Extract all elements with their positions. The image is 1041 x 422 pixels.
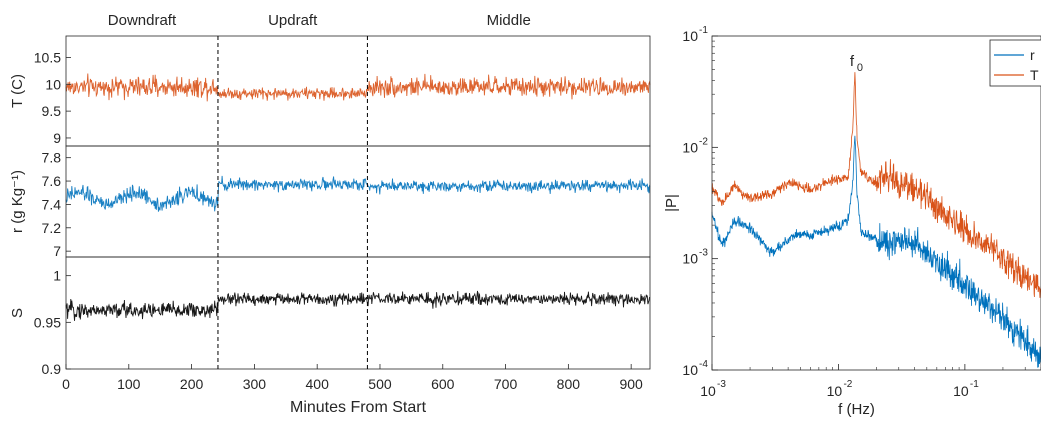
x-axis-label: Minutes From Start <box>290 399 427 416</box>
region-label: Updraft <box>268 12 318 29</box>
x-tick-label: 800 <box>557 376 581 392</box>
series-line-t <box>711 72 1041 298</box>
x-tick-label: 10 <box>953 383 969 399</box>
series-line <box>65 175 651 212</box>
y-tick-label: 10.5 <box>34 49 61 65</box>
y-tick-label: 7.6 <box>42 173 62 189</box>
y-tick-label: 10 <box>45 76 61 92</box>
y-tick-label: 10 <box>682 362 698 378</box>
y-tick-label: 10 <box>682 139 698 155</box>
panel-2: 7 7.2 7.4 7.6 7.8 r (g Kg⁻¹) <box>9 145 651 259</box>
region-label: Middle <box>487 12 531 29</box>
series-line <box>65 290 651 321</box>
x-tick-label: 10 <box>700 383 716 399</box>
x-tick-label: 400 <box>306 376 330 392</box>
y-axis-label: S <box>9 308 26 318</box>
power-spectrum-chart: 10 -410 -310 -210 -110 -3 10 -2 10 -1f (Hz)|P|f 0r… <box>663 25 1041 418</box>
y-tick-label: 7.8 <box>42 150 62 166</box>
y-axis-label: r (g Kg⁻¹) <box>9 170 26 233</box>
y-tick-label: 10 <box>682 28 698 44</box>
peak-annotation-subscript: 0 <box>857 62 863 74</box>
y-axis-label: |P| <box>663 194 680 212</box>
x-tick-exponent: -1 <box>970 379 979 390</box>
y-tick-label: 7.2 <box>42 220 62 236</box>
y-tick-label: 7.4 <box>42 196 62 212</box>
y-tick-label: 0.9 <box>42 361 62 377</box>
y-tick-label: 10 <box>682 251 698 267</box>
x-tick-label: 700 <box>494 376 518 392</box>
x-tick-label: 600 <box>431 376 455 392</box>
legend-label: r <box>1030 47 1035 63</box>
legend-box <box>989 39 1041 87</box>
legend-label: T <box>1030 67 1039 83</box>
y-tick-label: 1 <box>53 268 61 284</box>
x-tick-exponent: -3 <box>717 379 726 390</box>
region-label: Downdraft <box>108 12 177 29</box>
series-line-r <box>711 135 1041 368</box>
panel-3: 0.9 0.95 1 S <box>9 256 651 377</box>
x-tick-exponent: -2 <box>843 379 852 390</box>
y-tick-exponent: -3 <box>699 248 708 259</box>
x-tick-label: 0 <box>62 376 70 392</box>
peak-annotation: f <box>850 53 855 70</box>
x-tick-label: 500 <box>368 376 392 392</box>
legend: rT <box>989 39 1041 87</box>
y-tick-label: 0.95 <box>34 314 61 330</box>
x-axis-label: f (Hz) <box>838 401 875 418</box>
y-tick-exponent: -2 <box>699 136 708 147</box>
x-tick-label: 200 <box>180 376 204 392</box>
series-line <box>65 73 651 102</box>
y-tick-exponent: -4 <box>699 359 708 370</box>
y-axis-label: T (C) <box>9 74 26 108</box>
x-tick-label: 900 <box>619 376 643 392</box>
y-tick-label: 9.5 <box>42 103 62 119</box>
x-tick-label: 10 <box>827 383 843 399</box>
y-tick-exponent: -1 <box>699 25 708 36</box>
x-tick-label: 300 <box>243 376 267 392</box>
x-tick-label: 100 <box>117 376 141 392</box>
y-tick-label: 7 <box>53 243 61 259</box>
axes-box <box>65 256 651 370</box>
y-tick-label: 9 <box>53 130 61 146</box>
